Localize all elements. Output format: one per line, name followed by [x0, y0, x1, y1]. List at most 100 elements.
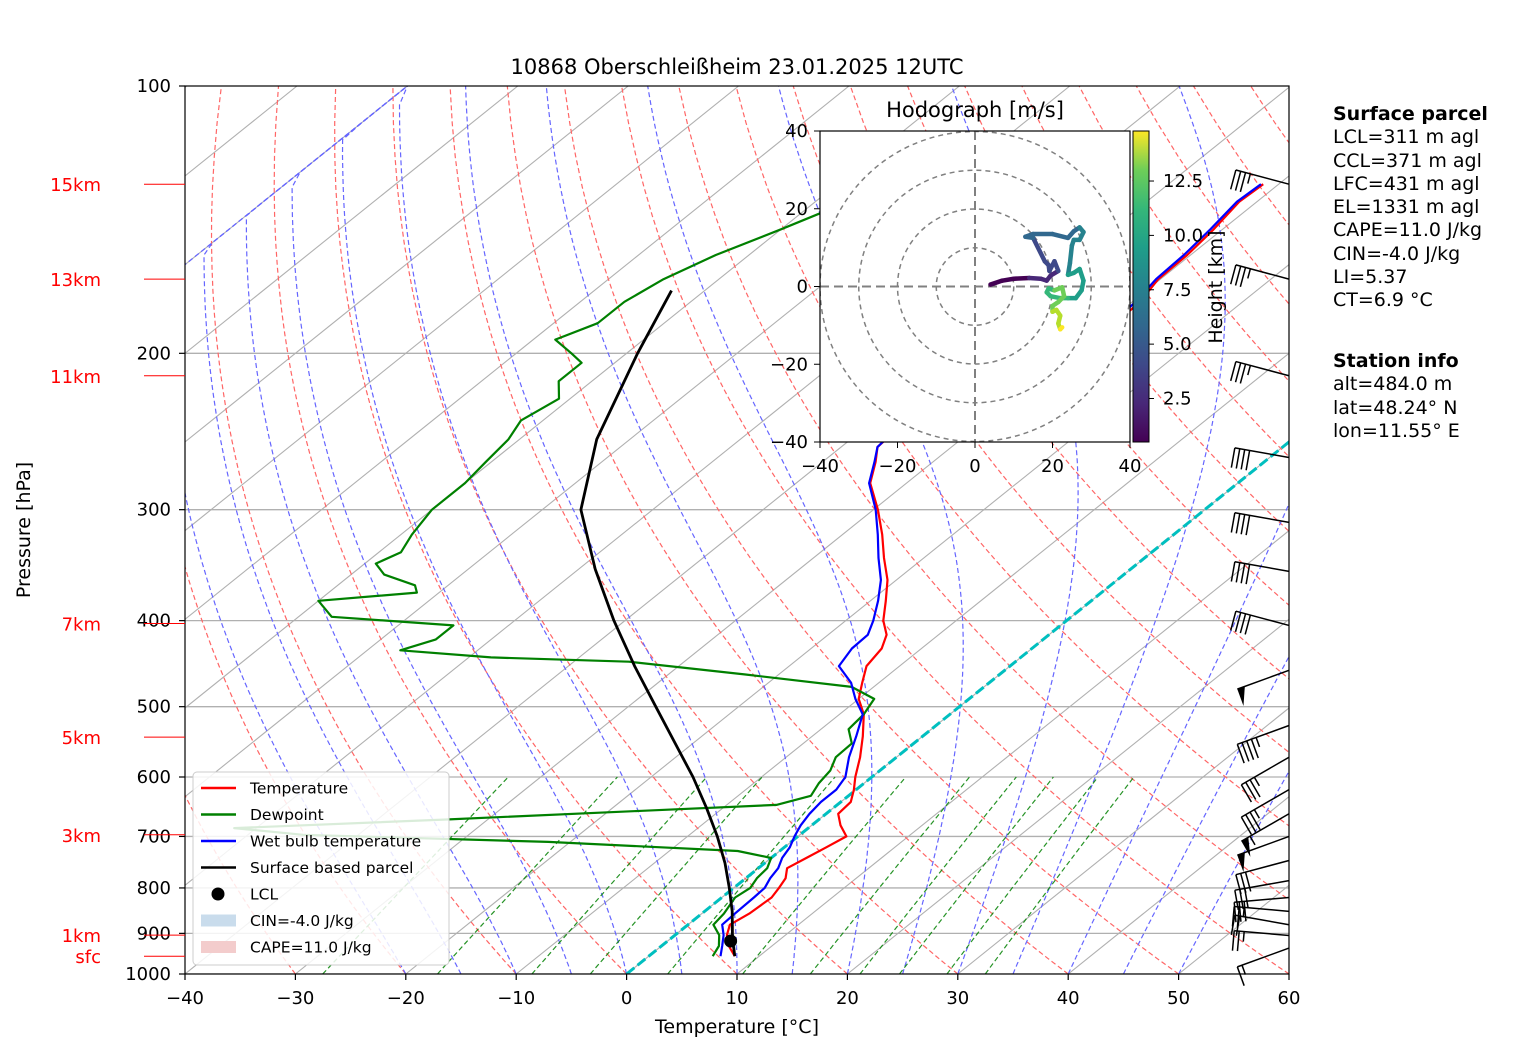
legend-label: CAPE=11.0 J/kg — [250, 939, 372, 957]
barb-full — [1245, 814, 1257, 833]
mixing-ratio-line — [437, 776, 618, 974]
hodograph-x-tick-label: 40 — [1119, 456, 1142, 477]
barb-full — [1234, 171, 1242, 191]
barb-full — [1236, 931, 1240, 952]
isotherm-line — [185, 86, 960, 709]
colorbar-tick-label: 5.0 — [1163, 334, 1192, 355]
barb-half — [1253, 809, 1261, 819]
dry-adiabat-line — [506, 86, 1069, 974]
barb-flag — [1237, 686, 1245, 707]
mixing-ratio-line — [899, 776, 1054, 974]
height-marker-label: 11km — [50, 367, 101, 388]
colorbar-label: Height [km] — [1205, 230, 1227, 343]
wind-barb — [1236, 947, 1290, 986]
dewpoint-line — [233, 183, 888, 957]
hodograph-x-tick-label: −40 — [801, 456, 839, 477]
dry-adiabat-line — [621, 86, 1289, 974]
barb-full — [1245, 450, 1251, 471]
hodograph-y-tick-label: −40 — [770, 432, 808, 453]
dry-adiabat-line — [964, 86, 1289, 533]
hodograph-y-tick-label: −20 — [770, 354, 808, 375]
moist-adiabat-line — [465, 86, 738, 974]
colorbar-tick-label: 12.5 — [1163, 171, 1203, 192]
moist-adiabat-line — [951, 86, 1079, 974]
legend-label: Temperature — [249, 780, 348, 798]
barb-full — [1235, 513, 1241, 534]
y-tick-label: 700 — [137, 826, 171, 847]
barb-staff — [1235, 264, 1290, 280]
barb-full — [1236, 966, 1245, 986]
legend-swatch — [201, 914, 236, 927]
info-line: EL=1331 m agl — [1333, 196, 1480, 219]
barb-full — [1243, 901, 1247, 922]
legend-label: Surface based parcel — [250, 859, 413, 877]
mixing-ratio-line — [667, 776, 836, 974]
isotherm-line — [185, 86, 739, 532]
hodograph: Hodograph [m/s] −40 −40 −20 −20 0 0 20 20 40 40 2.5… — [770, 98, 1227, 477]
station-line: lat=48.24° N — [1333, 396, 1458, 419]
wind-barb — [1240, 788, 1290, 835]
info-line: CIN=-4.0 J/kg — [1333, 242, 1461, 265]
x-tick-label: −40 — [166, 988, 204, 1009]
barb-staff — [1234, 896, 1290, 904]
barb-staff — [1237, 724, 1290, 746]
info-line: CAPE=11.0 J/kg — [1333, 219, 1483, 242]
colorbar — [1132, 130, 1150, 443]
barb-full — [1249, 811, 1261, 830]
legend-label: Wet bulb temperature — [250, 833, 421, 851]
wind-barb — [1237, 669, 1290, 707]
y-tick-label: 500 — [137, 697, 171, 718]
isotherm-line — [185, 86, 850, 621]
info-line: LCL=311 m agl — [1333, 126, 1480, 149]
y-tick-label: 100 — [137, 76, 171, 97]
y-tick-label: 200 — [137, 343, 171, 364]
barb-full — [1240, 784, 1253, 803]
x-tick-label: 0 — [621, 988, 632, 1009]
hodograph-x-tick-label: 20 — [1041, 456, 1064, 477]
x-axis: −40 −30 −20 −10 0 10 20 30 40 50 60 — [166, 974, 1300, 1009]
y-axis: 1000 900 800 700 600 500 400 300 200 100 — [125, 76, 185, 985]
wind-barb — [1229, 360, 1290, 384]
barb-full — [1231, 930, 1235, 951]
barb-full — [1233, 902, 1237, 923]
legend: Temperature Dewpoint Wet bulb temperature S… — [192, 771, 450, 966]
x-tick-label: −10 — [497, 988, 535, 1009]
mixing-ratio-line — [809, 776, 970, 974]
barb-half — [1249, 835, 1256, 846]
wind-barb — [1234, 879, 1290, 911]
dry-adiabat-line — [678, 86, 1289, 901]
moist-adiabat-line — [291, 86, 572, 974]
height-marker-label: 1km — [62, 926, 101, 947]
chart-title: 10868 Oberschleißheim 23.01.2025 12UTC — [511, 55, 964, 79]
barb-staff — [1234, 512, 1290, 524]
wind-barb — [1231, 929, 1290, 952]
lcl-marker — [724, 934, 738, 948]
barb-full — [1230, 447, 1236, 468]
moist-adiabat-line — [203, 86, 462, 974]
barb-full — [1245, 564, 1251, 585]
y-tick-label: 900 — [137, 923, 171, 944]
barb-full — [1236, 744, 1245, 764]
legend-swatch — [211, 887, 225, 901]
barb-full — [1229, 610, 1237, 631]
barb-staff — [1235, 169, 1290, 185]
surface-parcel-title: Surface parcel — [1333, 103, 1488, 125]
barb-staff — [1240, 756, 1290, 786]
barb-full — [1239, 613, 1247, 634]
hodograph-y-tick-label: 0 — [797, 277, 808, 298]
barb-staff — [1234, 447, 1290, 459]
barb-staff — [1234, 914, 1290, 926]
moist-adiabat-line — [545, 86, 799, 974]
parcel-line — [579, 289, 737, 957]
mixing-ratio-line — [531, 776, 708, 974]
barb-staff — [1237, 669, 1290, 690]
barb-staff — [1237, 947, 1290, 968]
info-line: LFC=431 m agl — [1333, 172, 1480, 195]
dry-adiabat-line — [210, 86, 517, 974]
barb-full — [1229, 169, 1237, 190]
isotherm-line — [847, 618, 1289, 974]
station-info-title: Station info — [1333, 350, 1459, 372]
barb-full — [1235, 915, 1241, 936]
isotherm-line — [185, 86, 519, 355]
